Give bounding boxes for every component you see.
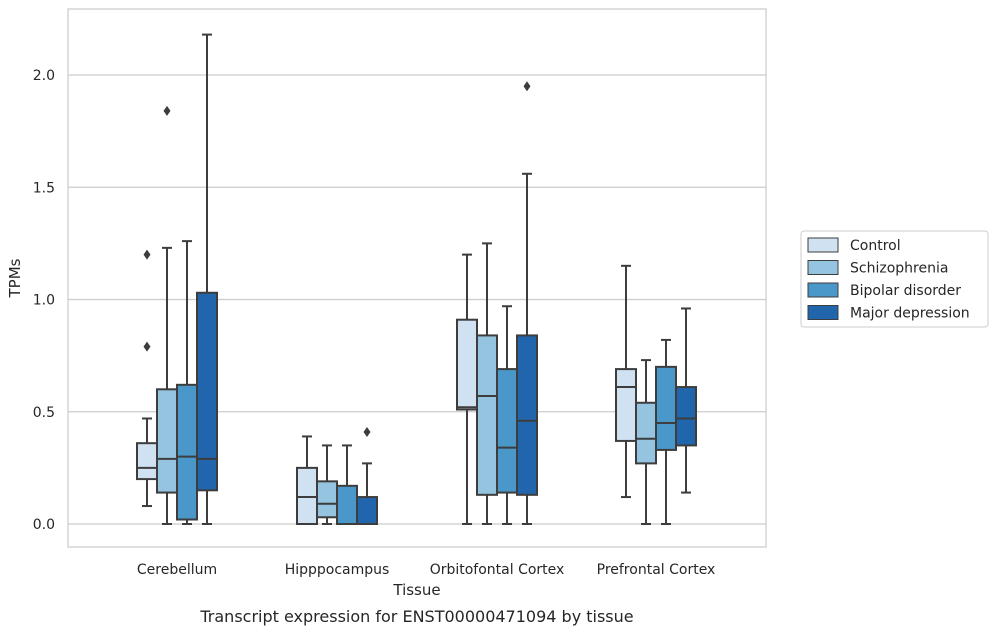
box-0-0 (136, 249, 158, 508)
box-body (356, 496, 378, 525)
legend-label: Schizophrenia (850, 261, 948, 277)
box-3-0 (196, 33, 218, 525)
legend-label: Major depression (850, 306, 970, 322)
box-body (296, 466, 318, 525)
y-tick-label: 1.0 (33, 293, 55, 309)
box-3-2 (516, 81, 538, 525)
y-tick-label: 1.5 (33, 180, 55, 196)
box-body (196, 291, 218, 492)
box-1-0 (156, 105, 178, 525)
box-body (456, 318, 478, 411)
box-body (655, 365, 677, 451)
box-body (476, 334, 498, 496)
outlier-marker (523, 81, 531, 92)
legend-swatch (807, 305, 839, 320)
legend: Control Schizophrenia Bipolar disorder Majo… (800, 230, 989, 328)
box-3-1 (356, 426, 378, 525)
box-body (516, 334, 538, 496)
y-axis-label: TPMs (6, 258, 24, 298)
y-tick-label: 0.5 (33, 405, 55, 421)
box-2-3 (655, 338, 677, 525)
box-groups (136, 33, 697, 525)
box-2-2 (496, 305, 518, 525)
x-tick-label: Orbitofontal Cortex (430, 562, 565, 578)
box-2-0 (176, 240, 198, 525)
legend-swatch (807, 282, 839, 298)
box-body (176, 383, 198, 521)
legend-swatch (807, 237, 839, 253)
box-body (336, 484, 358, 525)
box-body (675, 386, 697, 447)
box-body (136, 442, 158, 481)
x-tick-label: Prefrontal Cortex (597, 562, 716, 578)
box-body (635, 401, 657, 465)
x-axis-label: Tissue (392, 581, 440, 599)
outlier-marker (143, 341, 151, 352)
outlier-marker (163, 105, 171, 116)
legend-frame (800, 230, 989, 328)
y-tick-labels: 0.0 0.5 1.0 1.5 2.0 (33, 68, 55, 533)
box-body (615, 368, 637, 442)
legend-label: Control (850, 238, 901, 254)
outlier-marker (143, 249, 151, 260)
x-tick-label: Cerebellum (137, 562, 217, 578)
figure-caption: Transcript expression for ENST0000047109… (199, 607, 633, 626)
box-2-1 (336, 444, 358, 525)
box-1-3 (635, 359, 657, 525)
box-body (156, 388, 178, 494)
legend-swatch (807, 260, 839, 275)
box-body (316, 480, 338, 519)
legend-label: Bipolar disorder (850, 283, 961, 299)
x-tick-label: Hipppocampus (285, 562, 390, 578)
x-tick-labels: Cerebellum Hipppocampus Orbitofontal Corte… (137, 562, 715, 578)
box-body (496, 368, 518, 494)
box-3-3 (675, 307, 697, 494)
box-0-3 (615, 264, 637, 499)
plot-frame (67, 8, 767, 548)
legend-entries: Control Schizophrenia Bipolar disorder Majo… (807, 237, 970, 322)
y-tick-label: 2.0 (33, 68, 55, 84)
outlier-marker (363, 426, 371, 437)
y-tick-label: 0.0 (33, 517, 55, 533)
